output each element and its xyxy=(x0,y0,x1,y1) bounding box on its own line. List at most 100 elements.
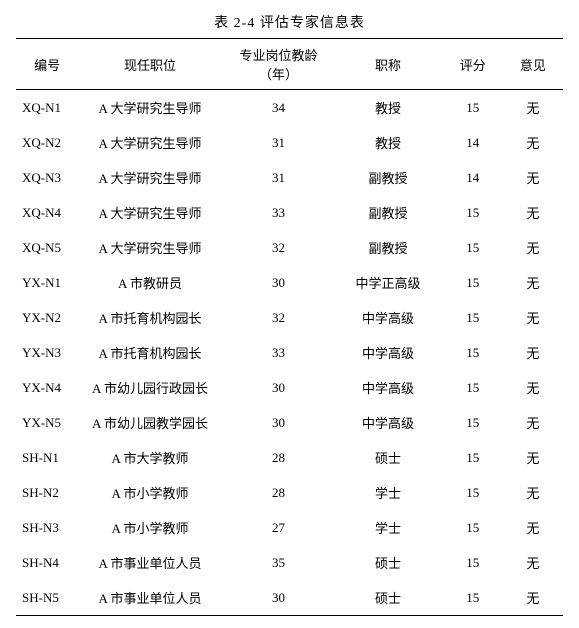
cell-years: 35 xyxy=(224,545,333,580)
cell-score: 15 xyxy=(443,440,503,475)
cell-opinion: 无 xyxy=(503,475,563,510)
cell-years: 33 xyxy=(224,195,333,230)
table-caption: 表 2-4 评估专家信息表 xyxy=(16,12,563,32)
table-row: YX-N3A 市托育机构园长33中学高级15无 xyxy=(16,335,563,370)
cell-position: A 市小学教师 xyxy=(76,475,224,510)
cell-score: 15 xyxy=(443,90,503,126)
cell-id: YX-N3 xyxy=(16,335,76,370)
cell-years: 30 xyxy=(224,265,333,300)
cell-title: 副教授 xyxy=(333,160,442,195)
table-body: XQ-N1A 大学研究生导师34教授15无XQ-N2A 大学研究生导师31教授1… xyxy=(16,90,563,616)
cell-id: SH-N5 xyxy=(16,580,76,616)
table-row: XQ-N5A 大学研究生导师32副教授15无 xyxy=(16,230,563,265)
cell-years: 28 xyxy=(224,440,333,475)
cell-opinion: 无 xyxy=(503,125,563,160)
cell-id: YX-N2 xyxy=(16,300,76,335)
cell-title: 中学正高级 xyxy=(333,265,442,300)
cell-opinion: 无 xyxy=(503,160,563,195)
cell-position: A 市大学教师 xyxy=(76,440,224,475)
cell-years: 31 xyxy=(224,160,333,195)
cell-id: SH-N4 xyxy=(16,545,76,580)
col-header-score: 评分 xyxy=(443,39,503,90)
table-row: SH-N4A 市事业单位人员35硕士15无 xyxy=(16,545,563,580)
cell-id: YX-N4 xyxy=(16,370,76,405)
cell-position: A 大学研究生导师 xyxy=(76,230,224,265)
cell-opinion: 无 xyxy=(503,265,563,300)
cell-position: A 市托育机构园长 xyxy=(76,335,224,370)
cell-position: A 市幼儿园行政园长 xyxy=(76,370,224,405)
cell-score: 14 xyxy=(443,125,503,160)
cell-title: 学士 xyxy=(333,510,442,545)
cell-title: 教授 xyxy=(333,125,442,160)
table-row: YX-N4A 市幼儿园行政园长30中学高级15无 xyxy=(16,370,563,405)
cell-position: A 大学研究生导师 xyxy=(76,195,224,230)
cell-position: A 市小学教师 xyxy=(76,510,224,545)
cell-opinion: 无 xyxy=(503,90,563,126)
cell-id: XQ-N1 xyxy=(16,90,76,126)
cell-opinion: 无 xyxy=(503,230,563,265)
cell-opinion: 无 xyxy=(503,370,563,405)
cell-years: 32 xyxy=(224,300,333,335)
cell-years: 30 xyxy=(224,405,333,440)
cell-title: 中学高级 xyxy=(333,405,442,440)
cell-id: YX-N5 xyxy=(16,405,76,440)
cell-position: A 大学研究生导师 xyxy=(76,90,224,126)
cell-years: 28 xyxy=(224,475,333,510)
cell-title: 教授 xyxy=(333,90,442,126)
cell-id: XQ-N4 xyxy=(16,195,76,230)
cell-position: A 大学研究生导师 xyxy=(76,160,224,195)
cell-title: 中学高级 xyxy=(333,370,442,405)
table-row: YX-N5A 市幼儿园教学园长30中学高级15无 xyxy=(16,405,563,440)
expert-info-table: 编号 现任职位 专业岗位教龄（年） 职称 评分 意见 XQ-N1A 大学研究生导… xyxy=(16,38,563,616)
cell-id: SH-N1 xyxy=(16,440,76,475)
table-row: YX-N1A 市教研员30中学正高级15无 xyxy=(16,265,563,300)
table-row: SH-N3A 市小学教师27学士15无 xyxy=(16,510,563,545)
table-row: SH-N5A 市事业单位人员30硕士15无 xyxy=(16,580,563,616)
cell-score: 15 xyxy=(443,475,503,510)
table-row: SH-N2A 市小学教师28学士15无 xyxy=(16,475,563,510)
cell-score: 14 xyxy=(443,160,503,195)
cell-title: 中学高级 xyxy=(333,300,442,335)
cell-position: A 大学研究生导师 xyxy=(76,125,224,160)
cell-id: SH-N3 xyxy=(16,510,76,545)
cell-score: 15 xyxy=(443,370,503,405)
col-header-position: 现任职位 xyxy=(76,39,224,90)
cell-title: 学士 xyxy=(333,475,442,510)
cell-position: A 市事业单位人员 xyxy=(76,580,224,616)
cell-title: 硕士 xyxy=(333,580,442,616)
col-header-id: 编号 xyxy=(16,39,76,90)
cell-position: A 市幼儿园教学园长 xyxy=(76,405,224,440)
cell-opinion: 无 xyxy=(503,510,563,545)
cell-opinion: 无 xyxy=(503,195,563,230)
cell-opinion: 无 xyxy=(503,300,563,335)
cell-position: A 市教研员 xyxy=(76,265,224,300)
cell-id: YX-N1 xyxy=(16,265,76,300)
cell-score: 15 xyxy=(443,265,503,300)
cell-opinion: 无 xyxy=(503,545,563,580)
table-row: XQ-N4A 大学研究生导师33副教授15无 xyxy=(16,195,563,230)
cell-score: 15 xyxy=(443,195,503,230)
col-header-title: 职称 xyxy=(333,39,442,90)
cell-opinion: 无 xyxy=(503,580,563,616)
table-row: XQ-N3A 大学研究生导师31副教授14无 xyxy=(16,160,563,195)
cell-id: SH-N2 xyxy=(16,475,76,510)
table-row: SH-N1A 市大学教师28硕士15无 xyxy=(16,440,563,475)
cell-years: 32 xyxy=(224,230,333,265)
table-row: XQ-N2A 大学研究生导师31教授14无 xyxy=(16,125,563,160)
cell-score: 15 xyxy=(443,510,503,545)
cell-years: 34 xyxy=(224,90,333,126)
cell-id: XQ-N2 xyxy=(16,125,76,160)
cell-score: 15 xyxy=(443,405,503,440)
cell-title: 硕士 xyxy=(333,545,442,580)
cell-title: 副教授 xyxy=(333,230,442,265)
table-row: XQ-N1A 大学研究生导师34教授15无 xyxy=(16,90,563,126)
cell-opinion: 无 xyxy=(503,405,563,440)
table-row: YX-N2A 市托育机构园长32中学高级15无 xyxy=(16,300,563,335)
cell-score: 15 xyxy=(443,545,503,580)
cell-opinion: 无 xyxy=(503,335,563,370)
cell-score: 15 xyxy=(443,335,503,370)
cell-years: 31 xyxy=(224,125,333,160)
cell-score: 15 xyxy=(443,580,503,616)
cell-score: 15 xyxy=(443,230,503,265)
cell-position: A 市事业单位人员 xyxy=(76,545,224,580)
